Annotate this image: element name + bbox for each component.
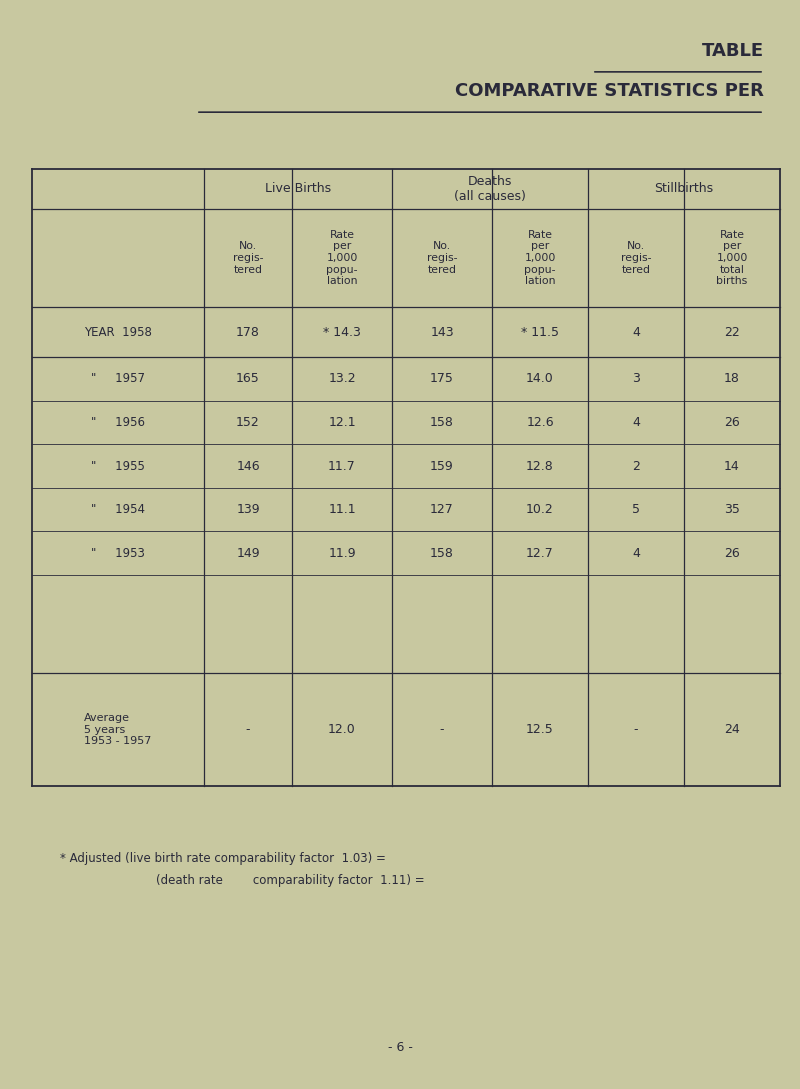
Text: 12.0: 12.0 [328,723,356,736]
Text: 14: 14 [724,460,740,473]
Text: Deaths
(all causes): Deaths (all causes) [454,175,526,203]
Text: -: - [440,723,444,736]
Text: 3: 3 [632,372,640,386]
Text: 5: 5 [632,503,640,516]
Text: 165: 165 [236,372,260,386]
Text: TABLE: TABLE [702,41,764,60]
Text: 178: 178 [236,326,260,339]
Text: 127: 127 [430,503,454,516]
Text: 146: 146 [236,460,260,473]
Text: 12.6: 12.6 [526,416,554,429]
Text: 143: 143 [430,326,454,339]
Text: "     1955: " 1955 [91,460,145,473]
Text: 159: 159 [430,460,454,473]
Text: 14.0: 14.0 [526,372,554,386]
Text: YEAR  1958: YEAR 1958 [84,326,152,339]
Text: 4: 4 [632,547,640,560]
Text: No.
regis-
tered: No. regis- tered [621,242,651,274]
Text: COMPARATIVE STATISTICS PER: COMPARATIVE STATISTICS PER [455,82,764,100]
Text: 12.8: 12.8 [526,460,554,473]
Text: 12.1: 12.1 [328,416,356,429]
Text: 26: 26 [724,416,740,429]
Text: 139: 139 [236,503,260,516]
Text: 4: 4 [632,416,640,429]
Text: Rate
per
1,000
popu-
lation: Rate per 1,000 popu- lation [524,230,556,286]
Text: 2: 2 [632,460,640,473]
Text: 11.7: 11.7 [328,460,356,473]
Text: 175: 175 [430,372,454,386]
Text: 149: 149 [236,547,260,560]
Text: 26: 26 [724,547,740,560]
Text: -: - [246,723,250,736]
Text: 12.7: 12.7 [526,547,554,560]
Text: Live Births: Live Births [265,183,331,195]
Text: * 14.3: * 14.3 [323,326,361,339]
Text: -: - [634,723,638,736]
Text: 4: 4 [632,326,640,339]
Text: "     1954: " 1954 [91,503,145,516]
Text: Rate
per
1,000
popu-
lation: Rate per 1,000 popu- lation [326,230,358,286]
Text: * Adjusted (live birth rate comparability factor  1.03) =: * Adjusted (live birth rate comparabilit… [60,852,386,865]
Text: 158: 158 [430,416,454,429]
Text: - 6 -: - 6 - [387,1041,413,1054]
Text: 158: 158 [430,547,454,560]
Text: 24: 24 [724,723,740,736]
Text: No.
regis-
tered: No. regis- tered [233,242,263,274]
Text: 152: 152 [236,416,260,429]
Text: "     1957: " 1957 [91,372,145,386]
Text: 13.2: 13.2 [328,372,356,386]
Text: No.
regis-
tered: No. regis- tered [426,242,458,274]
Text: "     1956: " 1956 [91,416,145,429]
Text: Rate
per
1,000
total
births: Rate per 1,000 total births [716,230,748,286]
Text: 12.5: 12.5 [526,723,554,736]
Text: * 11.5: * 11.5 [521,326,559,339]
Text: 11.9: 11.9 [328,547,356,560]
Text: Average
5 years
1953 - 1957: Average 5 years 1953 - 1957 [84,713,152,746]
Text: (death rate        comparability factor  1.11) =: (death rate comparability factor 1.11) = [156,874,425,888]
Text: 10.2: 10.2 [526,503,554,516]
Text: 22: 22 [724,326,740,339]
Text: 35: 35 [724,503,740,516]
Text: "     1953: " 1953 [91,547,145,560]
Text: 18: 18 [724,372,740,386]
Text: 11.1: 11.1 [328,503,356,516]
Text: Stillbirths: Stillbirths [654,183,714,195]
